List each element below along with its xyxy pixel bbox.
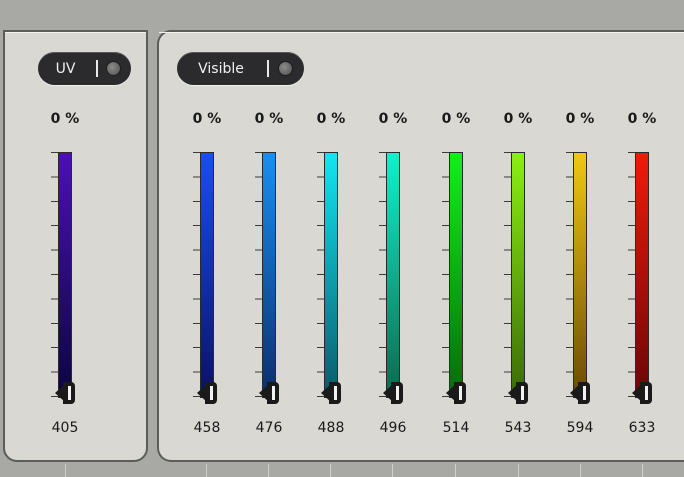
- slider-tick-scale: [317, 152, 326, 398]
- uv-toggle-switch[interactable]: UV: [38, 52, 131, 85]
- channel-percent: 0 %: [316, 111, 346, 127]
- visible-toggle-switch[interactable]: Visible: [177, 52, 304, 85]
- channel-wavelength: 488: [317, 420, 345, 436]
- channel-percent: 0 %: [192, 111, 222, 127]
- footer-tick: [392, 464, 393, 477]
- intensity-slider-track[interactable]: [58, 152, 72, 398]
- slider-handle[interactable]: [444, 382, 466, 404]
- slider-tick-scale: [566, 152, 575, 398]
- uv-panel: UV 0 % 405: [3, 30, 148, 462]
- channel-wavelength: 514: [442, 420, 470, 436]
- footer-tick: [268, 464, 269, 477]
- slider-handle[interactable]: [506, 382, 528, 404]
- footer-tick: [206, 464, 207, 477]
- footer-tick: [518, 464, 519, 477]
- footer-tick: [642, 464, 643, 477]
- visible-toggle-label: Visible: [198, 60, 244, 77]
- channel-percent: 0 %: [378, 111, 408, 127]
- channel-percent: 0 %: [565, 111, 595, 127]
- channel-percent: 0 %: [254, 111, 284, 127]
- toggle-separator: [267, 60, 269, 77]
- channel-wavelength: 458: [193, 420, 221, 436]
- intensity-slider-track[interactable]: [635, 152, 649, 398]
- slider-tick-scale: [51, 152, 60, 398]
- footer-tick: [65, 464, 66, 477]
- footer-tick: [455, 464, 456, 477]
- footer-tick: [330, 464, 331, 477]
- intensity-slider-track[interactable]: [573, 152, 587, 398]
- channel-percent: 0 %: [503, 111, 533, 127]
- channel-wavelength: 496: [379, 420, 407, 436]
- intensity-slider-track[interactable]: [386, 152, 400, 398]
- intensity-slider-track[interactable]: [511, 152, 525, 398]
- channel-wavelength: 476: [255, 420, 283, 436]
- intensity-slider-track[interactable]: [324, 152, 338, 398]
- intensity-slider-track[interactable]: [262, 152, 276, 398]
- slider-handle[interactable]: [257, 382, 279, 404]
- intensity-slider-track[interactable]: [200, 152, 214, 398]
- slider-handle[interactable]: [568, 382, 590, 404]
- channel-percent: 0 %: [50, 111, 80, 127]
- channel-wavelength: 594: [566, 420, 594, 436]
- channel-wavelength: 405: [51, 420, 79, 436]
- uv-toggle-label: UV: [55, 60, 76, 77]
- footer-tick: [580, 464, 581, 477]
- intensity-slider-track[interactable]: [449, 152, 463, 398]
- toggle-separator: [96, 60, 98, 77]
- slider-tick-scale: [628, 152, 637, 398]
- visible-panel: Visible 0 % 458 0 % 476 0 % 488 0 % 496 0 % 514 0 …: [157, 30, 684, 462]
- toggle-knob-icon: [278, 61, 293, 76]
- slider-handle[interactable]: [630, 382, 652, 404]
- channel-wavelength: 543: [504, 420, 532, 436]
- slider-handle[interactable]: [381, 382, 403, 404]
- slider-tick-scale: [442, 152, 451, 398]
- toggle-knob-icon: [106, 61, 121, 76]
- channel-percent: 0 %: [441, 111, 471, 127]
- slider-handle[interactable]: [195, 382, 217, 404]
- channel-wavelength: 633: [628, 420, 656, 436]
- channel-percent: 0 %: [627, 111, 657, 127]
- slider-tick-scale: [193, 152, 202, 398]
- slider-tick-scale: [255, 152, 264, 398]
- slider-tick-scale: [379, 152, 388, 398]
- slider-handle[interactable]: [319, 382, 341, 404]
- slider-tick-scale: [504, 152, 513, 398]
- slider-handle[interactable]: [53, 382, 75, 404]
